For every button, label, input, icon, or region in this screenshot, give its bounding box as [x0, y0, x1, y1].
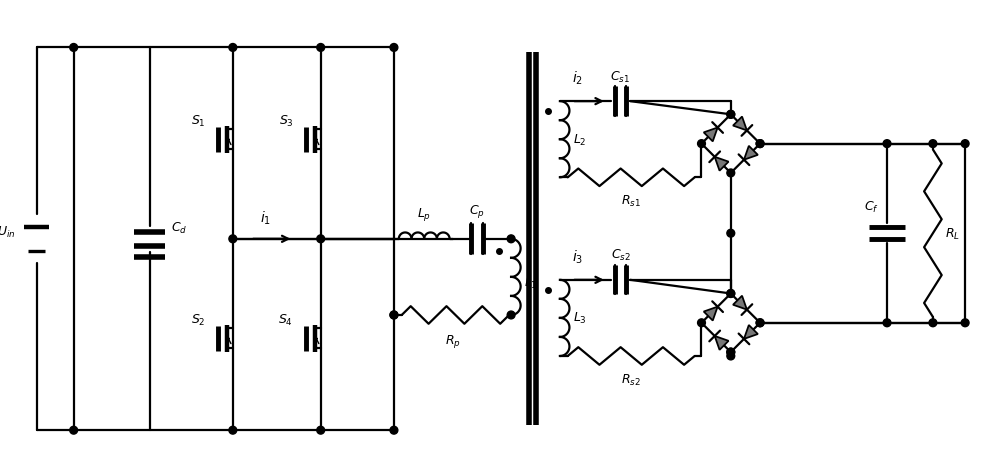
Circle shape: [727, 349, 735, 356]
Circle shape: [727, 111, 735, 119]
Text: $C_d$: $C_d$: [171, 220, 188, 235]
Circle shape: [756, 319, 764, 327]
Text: $R_{s1}$: $R_{s1}$: [621, 194, 641, 208]
Circle shape: [390, 312, 398, 319]
Circle shape: [317, 44, 325, 52]
Circle shape: [229, 44, 237, 52]
Circle shape: [929, 319, 937, 327]
Circle shape: [961, 319, 969, 327]
Circle shape: [756, 140, 764, 148]
Circle shape: [756, 140, 764, 148]
Circle shape: [317, 426, 325, 434]
Circle shape: [698, 140, 705, 148]
Text: $S_2$: $S_2$: [191, 312, 205, 327]
Circle shape: [727, 290, 735, 298]
Circle shape: [507, 312, 515, 319]
Polygon shape: [704, 128, 718, 142]
Circle shape: [727, 169, 735, 177]
Circle shape: [883, 140, 891, 148]
Text: $L_p$: $L_p$: [417, 206, 431, 223]
Circle shape: [727, 290, 735, 298]
Circle shape: [698, 319, 705, 327]
Text: $C_f$: $C_f$: [864, 199, 879, 214]
Circle shape: [756, 319, 764, 327]
Polygon shape: [715, 157, 729, 171]
Circle shape: [929, 140, 937, 148]
Text: $U_{in}$: $U_{in}$: [0, 224, 15, 239]
Polygon shape: [715, 336, 729, 350]
Circle shape: [727, 111, 735, 119]
Text: $C_{s2}$: $C_{s2}$: [611, 248, 630, 263]
Polygon shape: [733, 117, 747, 131]
Text: $i_2$: $i_2$: [572, 70, 583, 88]
Text: $S_1$: $S_1$: [191, 113, 205, 128]
Polygon shape: [733, 296, 747, 310]
Text: $R_p$: $R_p$: [445, 332, 460, 349]
Circle shape: [727, 230, 735, 238]
Text: $R_L$: $R_L$: [945, 226, 960, 241]
Polygon shape: [704, 307, 718, 321]
Circle shape: [883, 319, 891, 327]
Circle shape: [70, 44, 78, 52]
Circle shape: [961, 140, 969, 148]
Text: $C_{s1}$: $C_{s1}$: [610, 69, 630, 84]
Circle shape: [317, 235, 325, 243]
Circle shape: [390, 44, 398, 52]
Circle shape: [727, 352, 735, 360]
Text: $R_{s2}$: $R_{s2}$: [621, 372, 641, 387]
Text: $i_1$: $i_1$: [260, 209, 271, 226]
Circle shape: [70, 426, 78, 434]
Text: $C_p$: $C_p$: [469, 203, 485, 220]
Text: $S_3$: $S_3$: [279, 113, 293, 128]
Circle shape: [507, 235, 515, 243]
Polygon shape: [744, 325, 758, 339]
Circle shape: [390, 312, 398, 319]
Text: $L_2$: $L_2$: [573, 132, 586, 147]
Circle shape: [727, 349, 735, 356]
Circle shape: [229, 426, 237, 434]
Polygon shape: [744, 146, 758, 160]
Text: $S_4$: $S_4$: [278, 312, 293, 327]
Circle shape: [390, 426, 398, 434]
Text: $L_3$: $L_3$: [573, 311, 586, 326]
Text: $i_3$: $i_3$: [572, 248, 583, 266]
Circle shape: [229, 235, 237, 243]
Text: $L_1$: $L_1$: [524, 275, 537, 291]
